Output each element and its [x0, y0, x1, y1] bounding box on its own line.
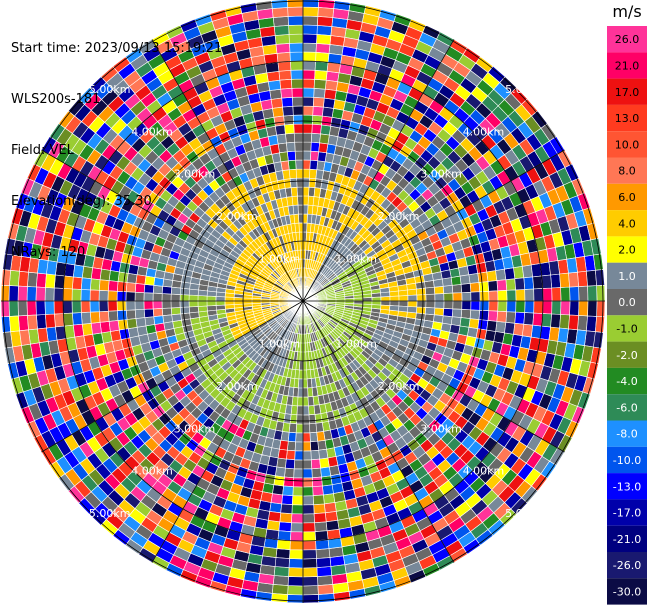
range-ring-label: 4.00km [463, 465, 505, 478]
range-ring-labels: 1.00km 1.00km 1.00km 1.00km 2.00km 2.00km 2.00… [89, 83, 547, 520]
colorbar-swatch [607, 52, 647, 79]
azimuth-line [302, 149, 565, 302]
colorbar-tick-label: 4.0 [618, 217, 636, 230]
colorbar: m/s 26.0 21.0 17.0 13.0 10.0 8.0 6.0 4.0 2.0 1.0 0… [607, 2, 647, 605]
colorbar-tick-label: 1.0 [618, 270, 636, 283]
range-ring-label: 5.00km [505, 507, 547, 520]
range-ring-label: 1.00km [335, 337, 377, 350]
colorbar-swatch [607, 552, 647, 579]
range-ring-label: 4.00km [463, 125, 505, 138]
colorbar-tick-label: 8.0 [618, 165, 636, 178]
azimuth-line [302, 39, 455, 302]
azimuth-line [302, 300, 455, 563]
start-time: Start time: 2023/09/13 15:19:21 [11, 41, 223, 56]
colorbar-tick-label: -1.0 [616, 322, 637, 335]
colorbar-swatch [607, 394, 647, 421]
range-ring-label: 2.00km [378, 380, 420, 393]
colorbar-tick-label: 0.0 [618, 296, 636, 309]
range-ring-label: 5.00km [89, 83, 131, 96]
range-ring-label: 1.00km [259, 337, 301, 350]
colorbar-tick-label: -6.0 [616, 401, 637, 414]
colorbar-swatch [607, 289, 647, 316]
colorbar-swatch [607, 262, 647, 289]
range-ring-label: 2.00km [216, 210, 258, 223]
range-ring-label: 3.00km [174, 168, 216, 181]
colorbar-swatch [607, 499, 647, 526]
colorbar-tick-label: -30.0 [613, 586, 641, 599]
colorbar-tick-label: -21.0 [613, 533, 641, 546]
colorbar-tick-label: -2.0 [616, 349, 637, 362]
azimuth-line [41, 149, 304, 302]
colorbar-swatch [607, 341, 647, 368]
scan-info-panel: Start time: 2023/09/13 15:19:21 WLS200s-… [11, 6, 222, 278]
azimuth-line [151, 300, 304, 563]
colorbar-tick-label: 2.0 [618, 244, 636, 257]
elevation: Elevation(deg): 35.30 [11, 194, 152, 209]
colorbar-swatch [607, 446, 647, 474]
colorbar-tick-label: -8.0 [616, 428, 637, 441]
colorbar-unit: m/s [612, 2, 641, 21]
range-ring-label: 1.00km [259, 253, 301, 266]
colorbar-tick-label: -4.0 [616, 375, 637, 388]
range-ring-label: 3.00km [174, 422, 216, 435]
azimuth-line [302, 300, 565, 453]
range-ring-label: 1.00km [335, 253, 377, 266]
colorbar-tick-label: 26.0 [615, 33, 640, 46]
velocity-gates [0, 0, 606, 604]
colorbar-swatch [607, 131, 647, 158]
ray-count: NRays: 120 [11, 245, 86, 260]
range-ring-label: 4.00km [131, 125, 173, 138]
colorbar-swatch [607, 236, 647, 263]
azimuth-line [151, 39, 304, 302]
colorbar-tick-label: 10.0 [615, 138, 640, 151]
colorbar-swatch [607, 367, 647, 395]
range-ring-label: 5.00km [89, 507, 131, 520]
range-ring-label: 4.00km [131, 465, 173, 478]
colorbar-tick-label: -10.0 [613, 454, 641, 467]
range-ring-label: 3.00km [420, 168, 462, 181]
colorbar-swatch [607, 525, 647, 552]
colorbar-tick-label: -26.0 [613, 559, 641, 572]
colorbar-tick-label: -17.0 [613, 507, 641, 520]
range-ring-label: 3.00km [420, 422, 462, 435]
field-name: Field: VEL [11, 143, 74, 158]
colorbar-swatch [607, 78, 647, 105]
range-azimuth-grid [1, 0, 605, 603]
colorbar-tick-label: 6.0 [618, 191, 636, 204]
colorbar-swatch [607, 26, 647, 53]
range-ring-label: 5.00km [505, 83, 547, 96]
colorbar-swatch [607, 420, 647, 447]
range-ring-label: 2.00km [216, 380, 258, 393]
colorbar-tick-label: -13.0 [613, 480, 641, 493]
colorbar-tick-label: 13.0 [615, 112, 640, 125]
colorbar-swatch [607, 473, 647, 500]
colorbar-swatch [607, 104, 647, 132]
colorbar-swatch [607, 157, 647, 184]
colorbar-tick-label: 17.0 [615, 86, 640, 99]
colorbar-swatch [607, 315, 647, 342]
colorbar-swatch [607, 578, 647, 605]
colorbar-swatch [607, 210, 647, 237]
range-ring-label: 2.00km [378, 210, 420, 223]
azimuth-line [41, 300, 304, 453]
instrument-name: WLS200s-181 [11, 92, 101, 107]
colorbar-tick-label: 21.0 [615, 60, 640, 73]
colorbar-swatch [607, 183, 647, 211]
